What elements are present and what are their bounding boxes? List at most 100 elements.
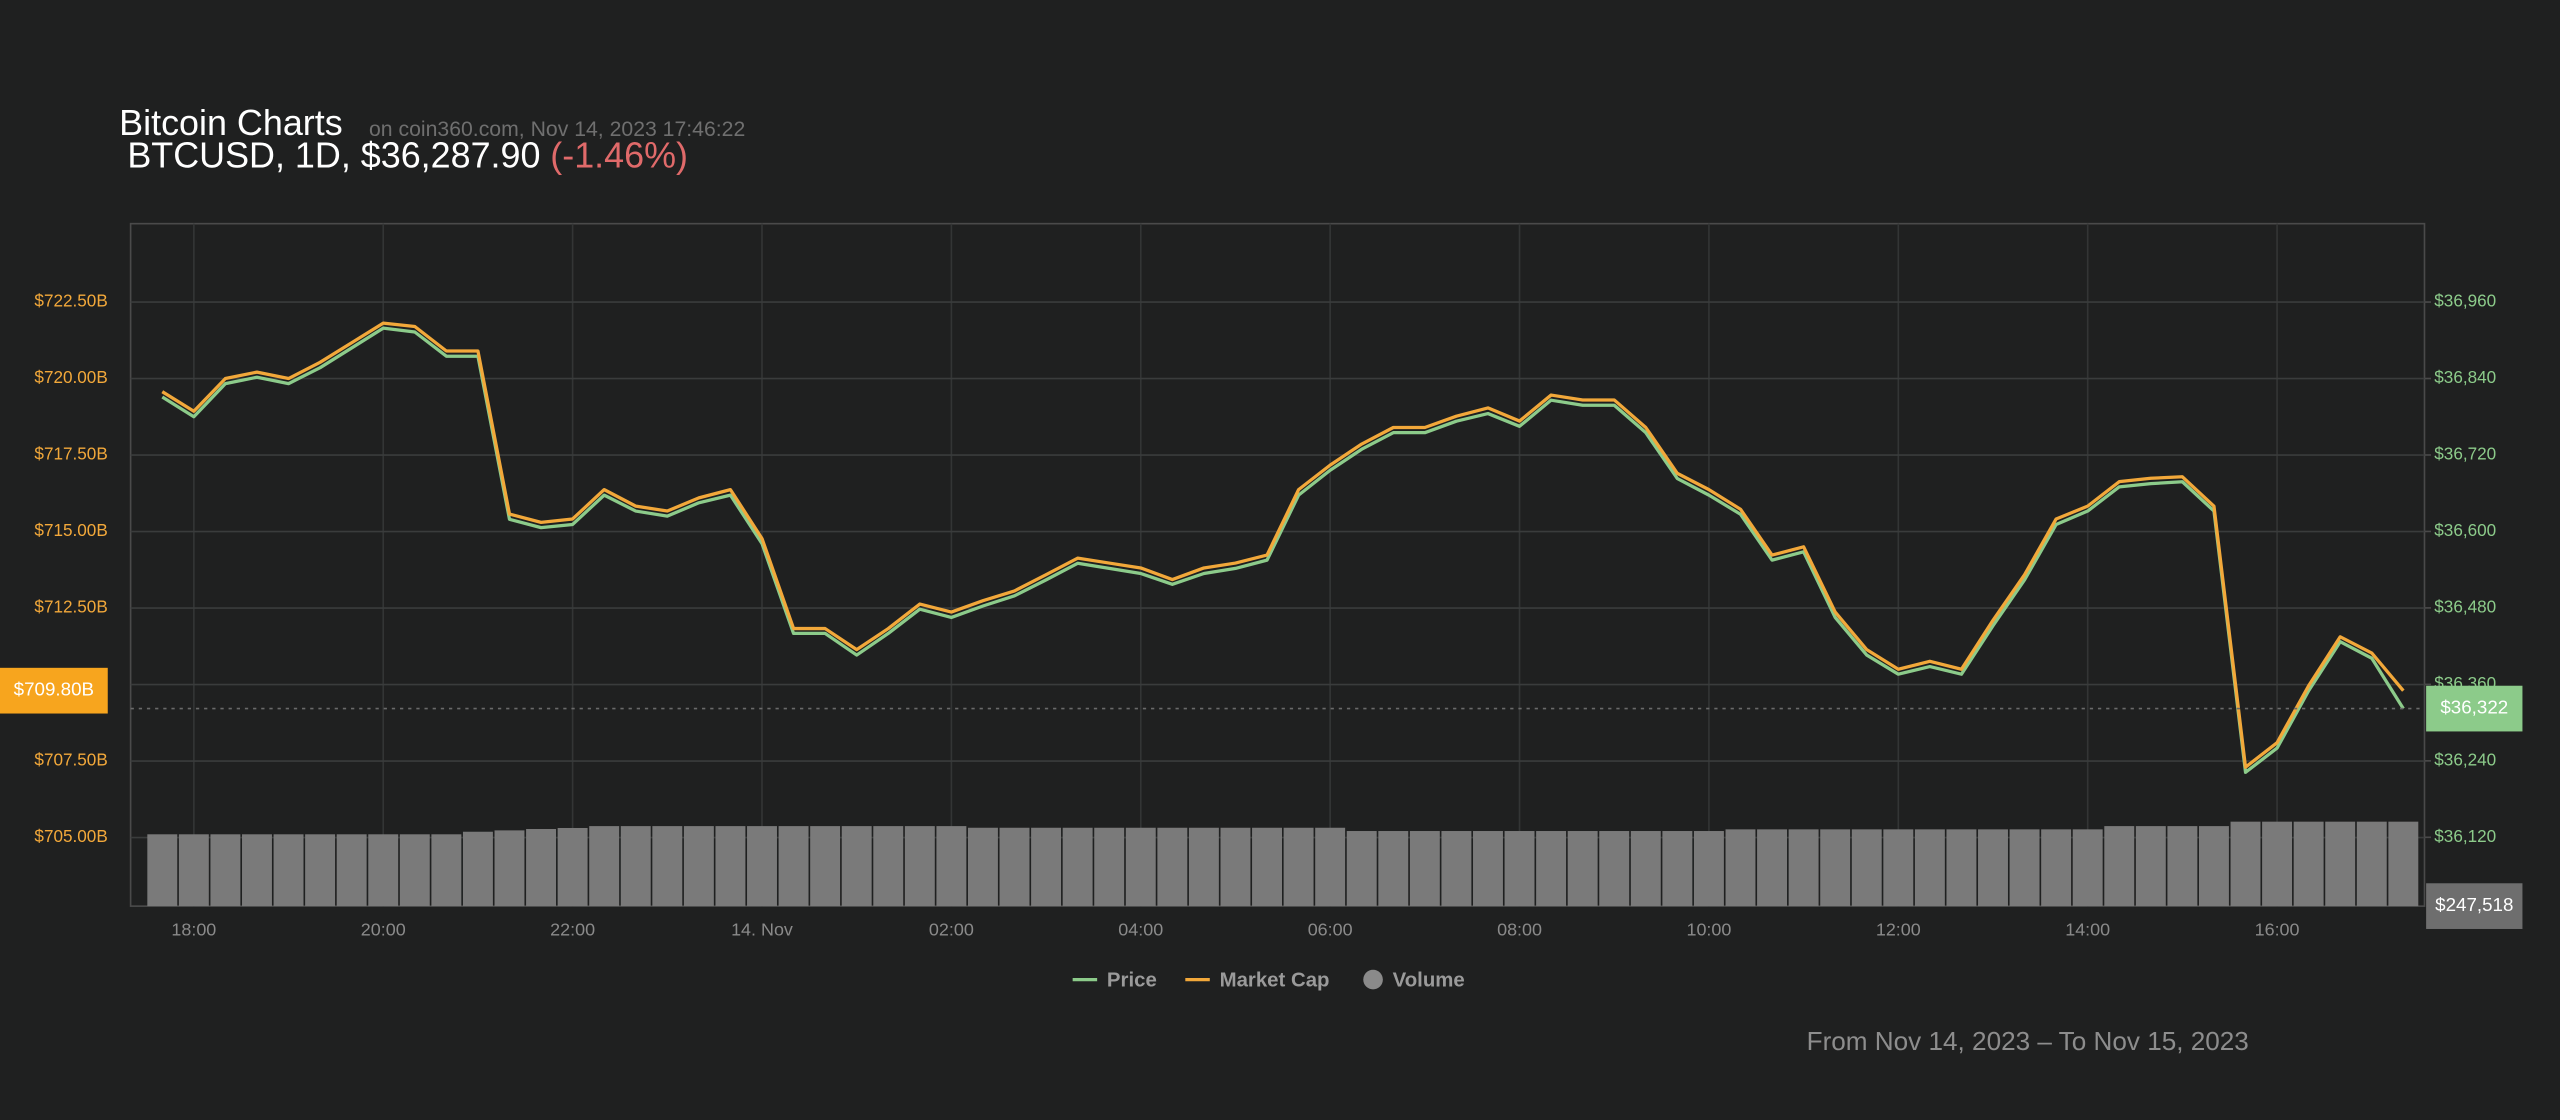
volume-bar xyxy=(810,826,841,907)
volume-bar xyxy=(1062,827,1093,907)
volume-bar xyxy=(715,826,746,907)
y-badge-label: $709.80B xyxy=(14,679,94,700)
x-tick-label: 02:00 xyxy=(929,919,974,939)
volume-bar xyxy=(1283,827,1314,907)
volume-bar xyxy=(683,826,714,907)
line-series xyxy=(161,326,2405,774)
volume-bar xyxy=(1662,831,1693,907)
legend-label: Market Cap xyxy=(1220,970,1330,992)
volume-bar xyxy=(778,826,809,907)
legend-item: Price xyxy=(1072,970,1157,992)
volume-bar xyxy=(210,834,241,907)
volume-bar xyxy=(178,834,209,907)
volume-bar xyxy=(2167,826,2198,907)
volume-bar xyxy=(1157,827,1188,907)
x-tick-label: 14:00 xyxy=(2065,919,2110,939)
x-tick-label: 10:00 xyxy=(1686,919,1731,939)
volume-bar xyxy=(1693,831,1724,907)
y2-tick-label: $36,840 xyxy=(2434,367,2496,387)
x-tick-label: 06:00 xyxy=(1308,919,1353,939)
volume-bar xyxy=(1788,829,1819,907)
y-tick-label: $717.50B xyxy=(34,444,107,464)
legend-label: Volume xyxy=(1393,970,1465,992)
volume-bar xyxy=(147,834,178,907)
y2-badge xyxy=(2426,685,2523,732)
volume-bar xyxy=(936,826,967,907)
volume-bar xyxy=(2388,821,2419,907)
volume-bar xyxy=(557,827,588,907)
volume-bar xyxy=(1188,827,1219,907)
volume-bar xyxy=(1725,829,1756,907)
volume-bar xyxy=(841,826,872,907)
y3-badge-label: $247,518 xyxy=(2435,894,2513,915)
y-badge xyxy=(0,667,108,714)
volume-bar xyxy=(1630,831,1661,907)
volume-bar xyxy=(242,834,272,907)
volume-bar xyxy=(2262,821,2293,907)
volume-bar xyxy=(1031,827,1062,907)
volume-bar xyxy=(2356,821,2387,907)
y-tick-label: $707.50B xyxy=(34,750,107,770)
volume-bar xyxy=(1599,831,1630,907)
volume-bar xyxy=(1346,831,1377,907)
x-tick-label: 16:00 xyxy=(2255,919,2300,939)
volume-bar xyxy=(1315,827,1346,907)
volume-bar xyxy=(1536,831,1567,907)
symbol-text: BTCUSD, 1D, $36,287.90 xyxy=(127,135,540,176)
y-tick-label: $712.50B xyxy=(34,597,107,617)
y-tick-label: $705.00B xyxy=(34,826,107,846)
volume-bar xyxy=(1409,831,1440,907)
volume-bar xyxy=(1883,829,1914,907)
volume-bar xyxy=(1252,827,1282,907)
volume-bar xyxy=(2104,826,2135,907)
y2-tick-label: $36,600 xyxy=(2434,520,2496,540)
volume-bar xyxy=(2230,821,2261,907)
y-tick-label: $715.00B xyxy=(34,520,107,540)
legend-item: Volume xyxy=(1363,970,1465,992)
volume-bar xyxy=(1914,829,1945,907)
chart-subtitle: on coin360.com, Nov 14, 2023 17:46:22 xyxy=(369,118,745,141)
volume-bar xyxy=(431,834,462,907)
volume-bar xyxy=(1757,829,1788,907)
x-tick-label: 22:00 xyxy=(550,919,595,939)
volume-bar xyxy=(873,826,904,907)
volume-bar xyxy=(494,830,525,907)
x-tick-label: 18:00 xyxy=(171,919,216,939)
volume-bar xyxy=(273,834,304,907)
volume-bar xyxy=(1504,831,1535,907)
x-tick-label: 12:00 xyxy=(1876,919,1921,939)
x-tick-label: 20:00 xyxy=(361,919,406,939)
volume-bar xyxy=(305,834,336,907)
volume-bar xyxy=(904,826,935,907)
legend-item: Market Cap xyxy=(1185,970,1330,992)
y2-badge-label: $36,322 xyxy=(2440,697,2508,718)
x-tick-label: 04:00 xyxy=(1118,919,1163,939)
volume-bar xyxy=(620,826,651,907)
y2-tick-label: $36,720 xyxy=(2434,444,2496,464)
volume-bar xyxy=(589,826,620,907)
volume-bar xyxy=(1125,827,1156,907)
volume-bar xyxy=(1978,829,2008,907)
chart-title: Bitcoin Charts xyxy=(119,102,343,143)
volume-bar xyxy=(2293,821,2324,907)
volume-bar xyxy=(2009,829,2040,907)
line-series xyxy=(161,321,2405,769)
volume-bar xyxy=(1567,831,1598,907)
volume-bar xyxy=(2072,829,2103,907)
volume-bar xyxy=(1378,831,1409,907)
legend-label: Price xyxy=(1107,970,1157,992)
volume-bar xyxy=(652,826,683,907)
volume-bar xyxy=(2041,829,2072,907)
volume-bar xyxy=(747,826,777,907)
y2-tick-label: $36,960 xyxy=(2434,291,2496,311)
y2-tick-label: $36,240 xyxy=(2434,749,2496,769)
volume-bar xyxy=(526,829,557,907)
y2-tick-label: $36,480 xyxy=(2434,596,2496,616)
volume-bar xyxy=(2135,826,2166,907)
volume-bar xyxy=(1094,827,1125,907)
x-tick-label: 08:00 xyxy=(1497,919,1542,939)
volume-bar xyxy=(462,831,493,907)
change-text: (-1.46%) xyxy=(550,135,688,176)
